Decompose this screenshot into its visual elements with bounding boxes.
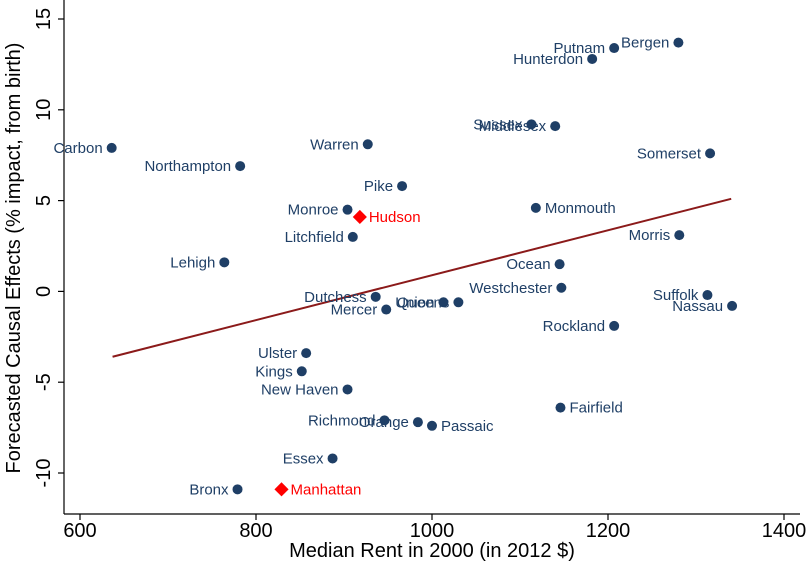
data-label-bergen: Bergen bbox=[621, 35, 669, 52]
x-tick-label: 600 bbox=[63, 520, 96, 542]
data-label-suffolk: Suffolk bbox=[653, 287, 699, 304]
data-point-dutchess bbox=[370, 291, 381, 302]
data-label-richmond: Richmond bbox=[308, 412, 376, 429]
data-point-hunterdon bbox=[587, 53, 598, 64]
data-point-somerset bbox=[705, 148, 716, 159]
y-axis-title: Forecasted Causal Effects (% impact, fro… bbox=[3, 43, 25, 474]
data-point-union bbox=[438, 297, 449, 308]
data-point-richmond bbox=[379, 415, 390, 426]
data-label-hudson: Hudson bbox=[369, 209, 421, 226]
data-point-westchester bbox=[556, 282, 567, 293]
data-point-middlesex bbox=[550, 121, 561, 132]
data-label-litchfield: Litchfield bbox=[285, 229, 344, 246]
data-label-manhattan: Manhattan bbox=[291, 481, 362, 498]
data-label-somerset: Somerset bbox=[637, 145, 702, 162]
data-point-northampton bbox=[235, 161, 246, 172]
data-label-warren: Warren bbox=[310, 136, 359, 153]
y-tick-label: 10 bbox=[33, 99, 55, 121]
data-label-westchester: Westchester bbox=[469, 280, 552, 297]
data-label-lehigh: Lehigh bbox=[170, 254, 215, 271]
data-label-bronx: Bronx bbox=[189, 481, 229, 498]
data-point-ulster bbox=[301, 348, 312, 359]
data-point-warren bbox=[362, 139, 373, 150]
data-label-middlesex: Middlesex bbox=[479, 118, 547, 135]
data-point-monmouth bbox=[530, 202, 541, 213]
data-point-hudson bbox=[352, 209, 367, 225]
x-tick-label: 1200 bbox=[586, 520, 631, 542]
data-point-ocean bbox=[554, 259, 565, 270]
data-point-suffolk bbox=[702, 290, 713, 301]
data-label-mercer: Mercer bbox=[331, 302, 378, 319]
data-label-dutchess: Dutchess bbox=[304, 289, 367, 306]
data-point-fairfield bbox=[555, 402, 566, 413]
data-label-essex: Essex bbox=[283, 450, 324, 467]
data-points bbox=[106, 37, 738, 497]
data-label-union: Union bbox=[395, 294, 434, 311]
y-tick-label: -10 bbox=[33, 459, 55, 488]
data-label-ocean: Ocean bbox=[506, 256, 550, 273]
data-label-orange: Orange bbox=[359, 414, 409, 431]
data-label-monmouth: Monmouth bbox=[545, 200, 616, 217]
data-label-fairfield: Fairfield bbox=[569, 400, 622, 417]
data-point-bronx bbox=[232, 484, 243, 495]
fit-line-group bbox=[112, 197, 732, 358]
data-point-lehigh bbox=[219, 257, 230, 268]
y-tick-label: -5 bbox=[33, 373, 55, 391]
data-point-passaic bbox=[427, 420, 437, 431]
data-label-hunterdon: Hunterdon bbox=[513, 51, 583, 68]
x-tick-label: 800 bbox=[239, 520, 272, 542]
fit-line bbox=[112, 197, 732, 358]
data-point-nassau bbox=[727, 300, 738, 311]
data-label-queens: Queens bbox=[397, 294, 450, 311]
data-point-manhattan bbox=[274, 482, 289, 497]
data-label-new-haven: New Haven bbox=[261, 381, 339, 398]
data-point-kings bbox=[296, 366, 307, 377]
y-tick-label: 0 bbox=[33, 286, 55, 297]
data-point-pike bbox=[397, 181, 408, 192]
data-point-carbon bbox=[106, 142, 117, 153]
data-point-new-haven bbox=[342, 384, 353, 395]
data-point-morris bbox=[674, 230, 685, 241]
data-label-putnam: Putnam bbox=[553, 40, 605, 57]
data-label-kings: Kings bbox=[255, 363, 293, 380]
data-label-northampton: Northampton bbox=[144, 158, 231, 175]
x-tick-label: 1400 bbox=[762, 520, 807, 542]
data-point-rockland bbox=[609, 320, 620, 331]
data-point-essex bbox=[327, 453, 338, 464]
data-label-ulster: Ulster bbox=[258, 345, 297, 362]
data-point-queens bbox=[453, 297, 464, 308]
axis-ticks: 600 800 1000 1200 1400 -10 -5 0 5 10 15 bbox=[33, 8, 806, 542]
data-label-pike: Pike bbox=[364, 178, 393, 195]
data-label-morris: Morris bbox=[629, 227, 671, 244]
data-label-rockland: Rockland bbox=[543, 318, 606, 335]
x-axis-title: Median Rent in 2000 (in 2012 $) bbox=[289, 540, 575, 562]
data-label-sussex: Sussex bbox=[473, 116, 523, 133]
x-tick-label: 1000 bbox=[410, 520, 455, 542]
data-label-carbon: Carbon bbox=[53, 140, 102, 157]
data-label-passaic: Passaic bbox=[441, 418, 494, 435]
data-point-mercer bbox=[381, 304, 392, 315]
y-tick-label: 5 bbox=[33, 195, 55, 206]
data-point-monroe bbox=[342, 204, 353, 215]
data-label-monroe: Monroe bbox=[288, 202, 339, 219]
data-point-bergen bbox=[673, 37, 684, 48]
data-point-litchfield bbox=[347, 231, 358, 242]
data-point-putnam bbox=[609, 43, 620, 54]
data-label-nassau: Nassau bbox=[672, 298, 723, 315]
data-point-sussex bbox=[526, 119, 537, 130]
data-point-orange bbox=[412, 417, 423, 428]
y-tick-label: 15 bbox=[33, 8, 55, 30]
